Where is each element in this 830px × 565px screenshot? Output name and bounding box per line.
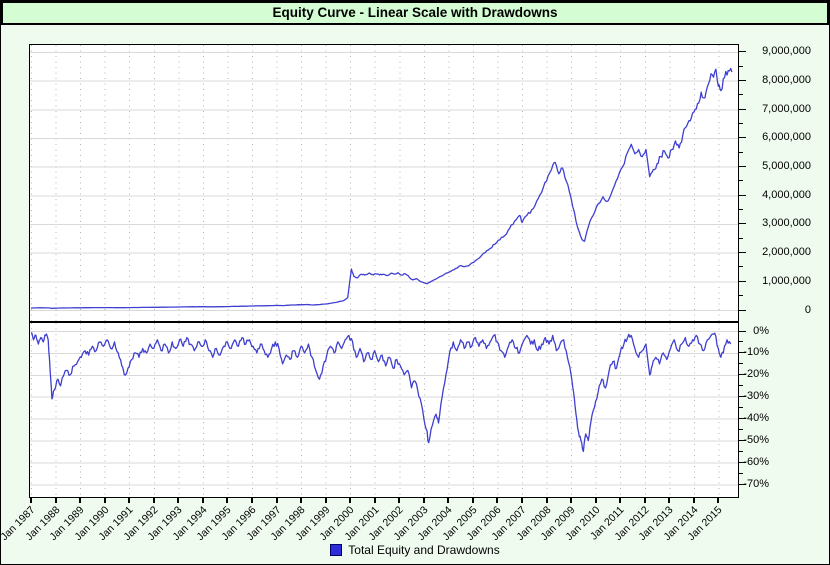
x-tick — [668, 498, 671, 503]
y-tick — [739, 51, 746, 53]
x-tick — [496, 498, 499, 503]
x-tick — [643, 498, 646, 503]
y-tick-label: 7,000,000 — [762, 102, 811, 115]
y-tick — [739, 137, 746, 139]
y-minor-tick — [739, 450, 743, 452]
x-tick — [30, 498, 32, 503]
y-tick-label: -60% — [743, 455, 769, 468]
x-tick — [447, 498, 450, 503]
y-minor-tick — [739, 151, 743, 153]
equity-chart-svg — [30, 45, 738, 321]
x-tick — [152, 498, 155, 503]
y-tick — [739, 330, 746, 332]
y-tick — [739, 374, 746, 376]
y-tick-label: 2,000,000 — [762, 246, 811, 259]
legend-swatch-icon — [330, 544, 343, 556]
x-tick — [717, 498, 720, 503]
y-minor-tick — [739, 341, 743, 343]
y-tick — [739, 280, 746, 282]
y-tick — [739, 166, 746, 168]
x-tick — [226, 498, 229, 503]
y-minor-tick — [739, 237, 743, 239]
legend-label: Total Equity and Drawdowns — [348, 543, 500, 557]
y-minor-tick — [739, 209, 743, 211]
y-minor-tick — [739, 472, 743, 474]
x-tick — [545, 498, 548, 503]
x-tick — [201, 498, 204, 503]
y-tick-label: 1,000,000 — [762, 274, 811, 287]
x-tick — [594, 498, 597, 503]
x-tick — [619, 498, 622, 503]
x-tick — [103, 498, 106, 503]
y-minor-tick — [739, 407, 743, 409]
y-tick-label: -40% — [743, 412, 769, 425]
y-tick — [739, 483, 746, 485]
drawdown-pane — [30, 323, 738, 497]
x-tick — [54, 498, 57, 503]
y-tick-label: 3,000,000 — [762, 217, 811, 230]
y-tick — [739, 418, 746, 420]
y-minor-tick — [739, 180, 743, 182]
y-tick — [739, 194, 746, 196]
x-tick — [471, 498, 474, 503]
y-tick-label: -10% — [743, 346, 769, 359]
x-tick — [570, 498, 573, 503]
y-tick — [739, 396, 746, 398]
equity-series-path — [31, 67, 733, 310]
x-tick — [324, 498, 327, 503]
y-tick-label: -20% — [743, 368, 769, 381]
chart-title: Equity Curve - Linear Scale with Drawdow… — [1, 1, 829, 25]
x-tick — [398, 498, 401, 503]
x-tick — [422, 498, 425, 503]
x-tick — [275, 498, 278, 503]
legend: Total Equity and Drawdowns — [1, 541, 829, 559]
y-minor-tick — [739, 429, 743, 431]
x-tick — [692, 498, 695, 503]
y-tick — [739, 80, 746, 82]
y-minor-tick — [739, 94, 743, 96]
y-tick — [739, 252, 746, 254]
y-tick — [739, 309, 746, 311]
y-tick-label: 0 — [804, 303, 811, 316]
x-tick — [521, 498, 523, 503]
y-minor-tick — [739, 266, 743, 268]
plot-area — [29, 44, 739, 498]
x-tick — [373, 498, 376, 503]
y-tick-label: 0% — [753, 324, 769, 337]
y-tick — [739, 223, 746, 225]
y-tick-label: -30% — [743, 390, 769, 403]
x-tick — [250, 498, 253, 503]
y-tick — [739, 352, 746, 354]
y-minor-tick — [739, 363, 743, 365]
x-tick — [79, 498, 82, 503]
y-tick-label: 9,000,000 — [762, 45, 811, 58]
y-tick-label: 4,000,000 — [762, 188, 811, 201]
drawdown-series-path — [30, 332, 732, 453]
y-tick-label: 8,000,000 — [762, 74, 811, 87]
y-tick-label: -70% — [743, 477, 769, 490]
y-tick-label: -50% — [743, 434, 769, 446]
y-tick — [739, 440, 746, 441]
x-tick — [128, 498, 131, 503]
x-tick — [300, 498, 303, 503]
x-tick — [177, 498, 180, 503]
x-tick — [349, 498, 352, 503]
y-tick-label: 5,000,000 — [762, 160, 811, 173]
y-tick-label: 6,000,000 — [762, 131, 811, 144]
y-minor-tick — [739, 385, 743, 387]
y-tick — [739, 108, 746, 110]
drawdown-chart-svg — [30, 323, 738, 497]
y-minor-tick — [739, 65, 743, 67]
y-tick — [739, 461, 746, 463]
y-minor-tick — [739, 295, 743, 297]
y-minor-tick — [739, 123, 743, 125]
equity-pane — [30, 45, 738, 323]
